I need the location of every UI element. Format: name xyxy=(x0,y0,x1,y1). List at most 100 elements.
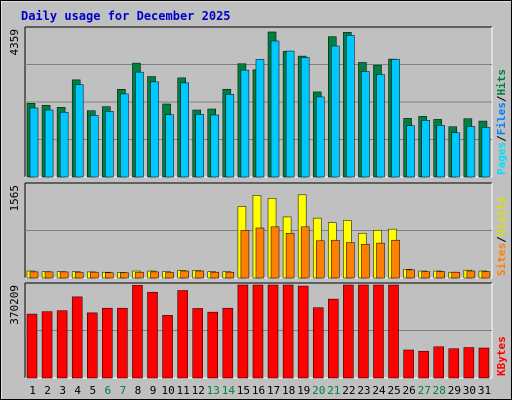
files-bar xyxy=(481,127,491,178)
sites-bar xyxy=(225,271,235,279)
kbytes-bar xyxy=(373,284,384,379)
sites-bar xyxy=(150,271,159,279)
sites-bar xyxy=(481,271,491,279)
x-tick-label: 19 xyxy=(297,384,310,397)
x-tick-label: 20 xyxy=(312,384,325,397)
kbytes-bar xyxy=(343,284,354,379)
chart-title: Daily usage for December 2025 xyxy=(21,9,231,23)
files-bar xyxy=(315,96,325,178)
x-tick-label: 22 xyxy=(342,384,355,397)
sites-bar xyxy=(165,272,174,279)
kbytes-bar xyxy=(117,307,128,379)
x-tick-label: 2 xyxy=(44,384,51,397)
sites-bar xyxy=(406,269,415,279)
x-tick-label: 15 xyxy=(237,384,250,397)
files-bar xyxy=(270,40,280,178)
files-bar xyxy=(406,125,415,178)
x-tick-label: 29 xyxy=(448,384,461,397)
sites-bar xyxy=(255,227,265,279)
sites-bar xyxy=(195,270,204,279)
legend-separator: / xyxy=(495,95,508,102)
files-bar xyxy=(210,114,220,178)
kbytes-bar xyxy=(463,347,475,379)
panel-bottom-series-labels: KBytes xyxy=(495,336,508,376)
legend-separator: / xyxy=(495,135,508,142)
kbytes-bar xyxy=(162,315,173,379)
x-tick-label: 1 xyxy=(29,384,36,397)
files-bar xyxy=(300,57,310,178)
x-tick-label: 23 xyxy=(357,384,370,397)
x-tick-label: 4 xyxy=(74,384,81,397)
panel-top-max-label: 4359 xyxy=(8,29,21,56)
x-tick-label: 14 xyxy=(222,384,236,397)
files-bar xyxy=(180,82,189,178)
kbytes-bar xyxy=(403,349,414,379)
x-tick-label: 3 xyxy=(59,384,66,397)
kbytes-bar xyxy=(71,296,83,379)
kbytes-bar xyxy=(448,348,460,379)
x-tick-label: 21 xyxy=(327,384,340,397)
files-bar xyxy=(421,120,430,178)
x-tick-label: 12 xyxy=(192,384,205,397)
x-tick-label: 9 xyxy=(150,384,157,397)
sites-bar xyxy=(240,230,250,279)
kbytes-bar xyxy=(102,307,113,379)
sites-bar xyxy=(44,271,54,279)
sites-bar xyxy=(361,244,370,279)
files-bar xyxy=(391,59,400,178)
sites-bar xyxy=(90,271,99,279)
files-bar xyxy=(165,114,174,178)
kbytes-bar xyxy=(297,285,309,379)
x-tick-label: 24 xyxy=(372,384,386,397)
x-tick-label: 25 xyxy=(387,384,400,397)
x-tick-label: 7 xyxy=(120,384,127,397)
sites-bar xyxy=(135,271,144,279)
files-bar xyxy=(466,126,476,178)
kbytes-bar xyxy=(87,312,98,379)
kbytes-bar xyxy=(358,284,369,379)
files-bar xyxy=(105,111,114,178)
sites-bar xyxy=(436,271,445,279)
sites-bar xyxy=(29,271,39,279)
files-bar xyxy=(29,107,39,178)
kbytes-bar xyxy=(41,311,53,379)
x-tick-label: 28 xyxy=(433,384,446,397)
kbytes-bar xyxy=(132,285,143,379)
sites-bar xyxy=(120,272,129,279)
sites-bar xyxy=(300,226,310,279)
kbytes-bar xyxy=(207,311,219,379)
sites-bar xyxy=(270,226,280,279)
sites-bar xyxy=(451,271,461,279)
panel-middle-series-labels: Sites/Visits xyxy=(495,197,508,277)
x-tick-label: 10 xyxy=(161,384,174,397)
panel-top-series-labels: Pages/Files/Hits xyxy=(495,69,508,175)
kbytes-bar xyxy=(388,284,399,379)
kbytes-bar xyxy=(26,313,38,379)
sites-bar xyxy=(331,239,340,279)
kbytes-bar xyxy=(252,284,264,379)
files-bar xyxy=(74,84,84,178)
sites-bar xyxy=(315,240,325,279)
kbytes-bar xyxy=(222,307,234,379)
panel-middle-max-label: 1565 xyxy=(8,185,21,212)
kbytes-bar xyxy=(147,291,158,379)
files-bar xyxy=(240,69,250,178)
kbytes-bar xyxy=(312,307,324,379)
sites-bar xyxy=(376,242,385,279)
files-bar xyxy=(436,125,445,178)
files-bar xyxy=(225,94,235,178)
x-tick-label: 18 xyxy=(282,384,295,397)
kbytes-bar xyxy=(433,346,444,379)
legend-separator: / xyxy=(495,236,508,243)
kbytes-bar xyxy=(237,284,249,379)
kbytes-bar xyxy=(192,308,203,379)
files-bar xyxy=(331,45,340,178)
legend-hits: Hits xyxy=(495,69,508,96)
files-bar xyxy=(346,35,355,178)
sites-bar xyxy=(180,270,189,279)
legend-files: Files xyxy=(495,102,508,135)
kbytes-bar xyxy=(328,298,339,379)
sites-bar xyxy=(421,271,430,279)
files-bar xyxy=(361,71,370,178)
